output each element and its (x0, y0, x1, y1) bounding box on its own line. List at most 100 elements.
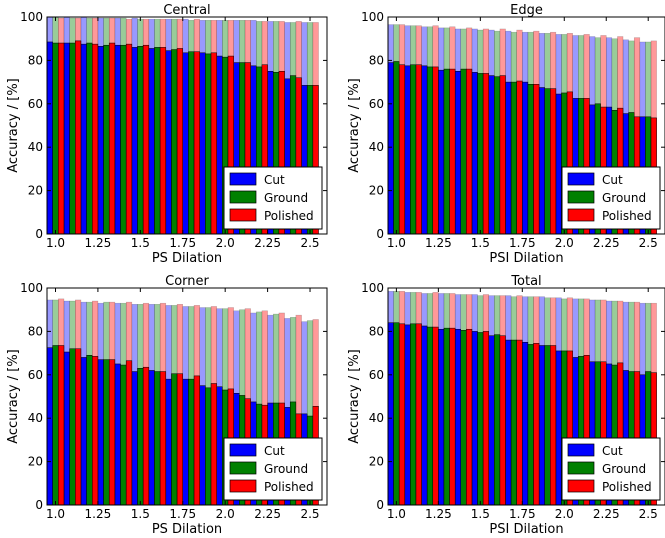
bar-polished (516, 339, 523, 505)
bar-polished (108, 42, 116, 234)
x-tick-label: 2.25 (593, 507, 620, 521)
bar-cut (148, 370, 155, 505)
bar-ground (86, 42, 93, 234)
bar-polished (449, 68, 456, 234)
bar-ground (205, 387, 212, 505)
bar-polished (295, 77, 302, 234)
bar-cut (404, 324, 411, 505)
x-tick-label: 1.5 (471, 507, 490, 521)
bar-polished (432, 66, 439, 234)
bar-cut (114, 44, 121, 234)
bar-cut (131, 371, 138, 505)
bar-ground (154, 371, 161, 505)
bar-polished (550, 345, 557, 505)
bar-polished (466, 328, 473, 505)
bar-cut (488, 75, 495, 234)
legend-label-polished: Polished (264, 480, 314, 494)
x-axis-label: PSI Dilation (489, 522, 563, 537)
x-tick-label: 1.0 (387, 236, 406, 250)
axes-frame (46, 16, 328, 235)
x-tick-label: 2.5 (300, 507, 319, 521)
x-tick-label: 2.0 (216, 507, 235, 521)
chart-title: Corner (165, 274, 209, 289)
y-axis-label: Accuracy / [%] (6, 349, 21, 444)
bar-polished (533, 343, 540, 505)
axes-frame (387, 287, 665, 506)
chart-title: Edge (510, 3, 543, 18)
x-tick-label: 1.25 (425, 507, 452, 521)
bar-polished (466, 68, 473, 234)
bar-cut (199, 385, 206, 505)
bar-ground (154, 47, 161, 234)
bar-ground (52, 345, 59, 505)
bar-group (47, 17, 319, 234)
legend-label-polished: Polished (602, 480, 652, 494)
legend-label-cut: Cut (602, 173, 623, 187)
y-tick-label: 100 (361, 10, 384, 24)
bar-polished (278, 71, 285, 234)
bar-cut (80, 357, 87, 505)
bar-cut (80, 43, 87, 234)
bar-ground (393, 322, 400, 505)
bar-polished (482, 331, 489, 505)
bar-polished (125, 360, 133, 505)
bar-cut (404, 65, 411, 234)
x-tick-label: 1.25 (85, 236, 112, 250)
y-tick-label: 100 (20, 281, 43, 295)
x-tick-label: 1.5 (131, 507, 150, 521)
bar-ground (69, 42, 76, 234)
bar-ground (443, 68, 450, 234)
bar-ground (171, 49, 178, 234)
y-tick-label: 40 (28, 411, 43, 425)
bar-ground (137, 46, 144, 234)
bar-polished (176, 48, 184, 234)
bar-cut (438, 328, 445, 505)
legend-swatch-cut (567, 443, 595, 457)
bar-ground (69, 348, 76, 505)
bar-polished (75, 40, 82, 234)
chart-panel: 0 20 40 60 80 100 1.0 1.25 1.5 1.75 2.0 2.25 2.5 Edge… (347, 3, 665, 266)
x-axis-label: PS Dilation (152, 522, 222, 537)
bar-polished (499, 335, 506, 505)
bar-ground (188, 51, 195, 234)
legend: Cut Ground Polished (561, 166, 661, 230)
bar-polished (58, 345, 65, 505)
x-tick-label: 1.5 (471, 236, 490, 250)
bar-ground (86, 355, 93, 505)
bar-ground (460, 330, 467, 505)
bar-ground (527, 344, 534, 505)
legend: Cut Ground Polished (561, 437, 661, 501)
bar-ground (103, 44, 110, 234)
x-tick-label: 2.25 (593, 236, 620, 250)
bar-polished (600, 361, 607, 505)
bar-polished (415, 323, 422, 505)
x-tick-label: 2.25 (254, 236, 281, 250)
bar-polished (75, 348, 82, 505)
bar-polished (312, 85, 319, 234)
legend-label-ground: Ground (602, 191, 646, 205)
x-tick-label: 1.0 (46, 236, 65, 250)
bar-upper-cut (301, 321, 308, 505)
bar-polished (108, 359, 116, 505)
x-tick-label: 1.5 (131, 236, 150, 250)
bar-polished (398, 64, 406, 234)
bar-polished (176, 373, 184, 505)
x-tick-label: 2.5 (639, 507, 658, 521)
y-tick-label: 20 (369, 455, 384, 469)
chart-panel: 0 20 40 60 80 100 1.0 1.25 1.5 1.75 2.0 2.25 2.5 Tota… (347, 274, 665, 537)
y-axis-label: Accuracy / [%] (6, 78, 21, 173)
bar-cut (148, 48, 155, 234)
legend-swatch-cut (229, 172, 257, 186)
bar-polished (432, 326, 439, 505)
bar-ground (510, 339, 517, 505)
bar-ground (120, 364, 127, 505)
bar-polished (193, 51, 200, 234)
y-tick-label: 80 (28, 324, 43, 338)
y-axis-label: Accuracy / [%] (347, 349, 362, 444)
x-axis-label: PS Dilation (152, 251, 222, 266)
bar-ground (426, 66, 434, 234)
bar-polished (58, 42, 65, 234)
bar-polished (159, 371, 167, 505)
bar-polished (499, 75, 506, 234)
bar-ground (527, 84, 534, 234)
